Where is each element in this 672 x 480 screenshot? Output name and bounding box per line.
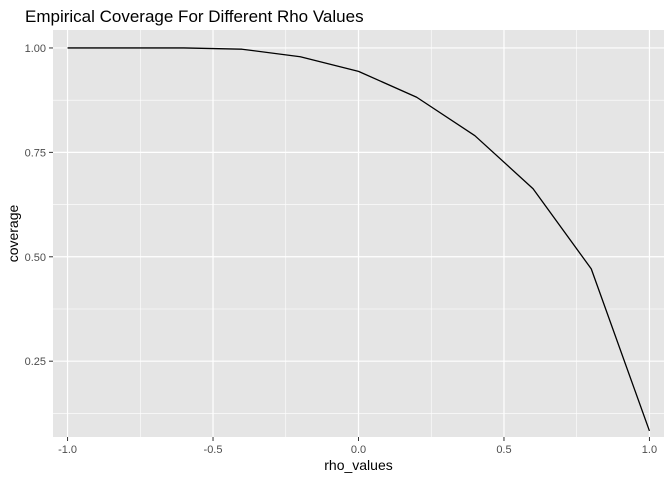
x-tick-label: -1.0 bbox=[58, 444, 77, 456]
y-tick-label: 0.75 bbox=[25, 147, 46, 159]
y-tick-label: 0.50 bbox=[25, 252, 46, 264]
y-tick-label: 1.00 bbox=[25, 43, 46, 55]
x-tick-label: 1.0 bbox=[642, 444, 657, 456]
y-tick-label: 0.25 bbox=[25, 356, 46, 368]
x-tick-label: 0.5 bbox=[496, 444, 511, 456]
x-tick-label: 0.0 bbox=[351, 444, 366, 456]
y-axis-title: coverage bbox=[5, 204, 21, 262]
x-tick-label: -0.5 bbox=[204, 444, 223, 456]
y-axis: 0.25 0.50 0.75 1.00 bbox=[25, 43, 53, 368]
series-line bbox=[67, 47, 651, 432]
major-gridlines bbox=[53, 30, 664, 437]
chart-title: Empirical Coverage For Different Rho Val… bbox=[25, 7, 364, 26]
x-axis-title: rho_values bbox=[324, 457, 393, 473]
series-layer bbox=[67, 47, 651, 432]
x-axis: -1.0 -0.5 0.0 0.5 1.0 bbox=[58, 437, 657, 456]
